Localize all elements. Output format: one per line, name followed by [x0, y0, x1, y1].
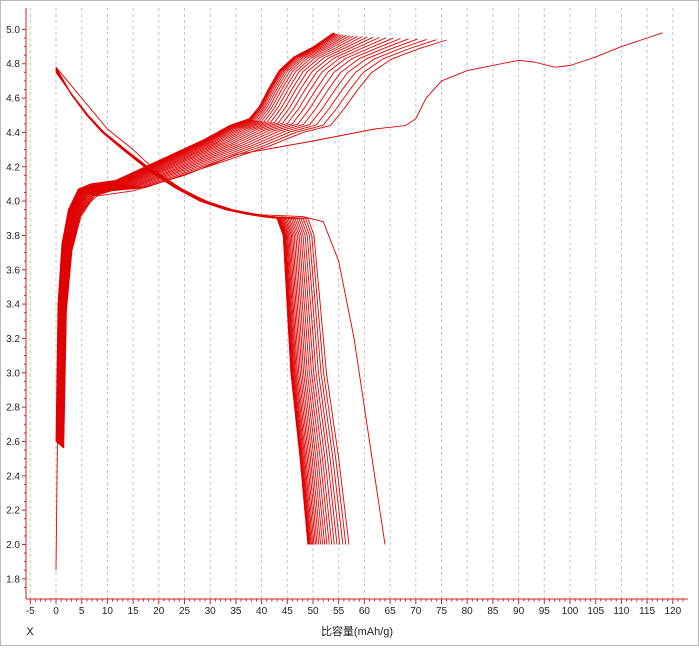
x-tick-label: 70 [410, 606, 422, 617]
x-tick-label: -5 [26, 606, 35, 617]
y-tick-label: 1.8 [6, 574, 20, 585]
charge-curve [61, 37, 394, 447]
charge-curve [57, 34, 342, 444]
x-tick-label: 30 [205, 606, 217, 617]
y-tick-label: 3.8 [6, 231, 20, 242]
y-tick-label: 2.2 [6, 506, 20, 517]
charge-curve [60, 37, 387, 447]
y-tick-label: 2.8 [6, 403, 20, 414]
x-tick-label: 115 [639, 606, 655, 617]
x-tick-label: 105 [587, 606, 604, 617]
y-tick-label: 3.2 [6, 334, 20, 345]
charge-curve [59, 35, 358, 445]
x-tick-label: 15 [128, 606, 140, 617]
charge-curve [60, 36, 374, 446]
x-tick-label: 120 [664, 606, 681, 617]
x-tick-label: 5 [79, 606, 85, 617]
y-tick-label: 3.0 [6, 368, 20, 379]
y-tick-label: 4.8 [6, 59, 20, 70]
y-tick-label: 3.6 [6, 265, 20, 276]
x-tick-label: 90 [513, 606, 525, 617]
charge-curve [58, 34, 347, 444]
y-tick-label: 4.2 [6, 162, 20, 173]
charge-curve [60, 37, 380, 447]
x-tick-label: 110 [613, 606, 629, 617]
discharge-curve [55, 72, 350, 545]
x-tick-label: 45 [282, 606, 294, 617]
y-tick-label: 5.0 [6, 25, 20, 36]
charge-curve [58, 35, 354, 445]
y-tick-label: 4.6 [6, 94, 20, 105]
x-tick-label: 80 [462, 606, 474, 617]
x-tick-label: 40 [256, 606, 268, 617]
grid-lines [29, 8, 674, 599]
charge-curve [59, 36, 363, 446]
corner-label: X [26, 626, 34, 638]
charge-curve [63, 39, 447, 449]
x-tick-label: 35 [230, 606, 242, 617]
data-curves [55, 32, 663, 571]
charge-curve [59, 36, 368, 446]
x-tick-label: 100 [562, 606, 579, 617]
charge-curve [62, 38, 418, 448]
charge-curve [62, 38, 427, 448]
y-tick-label: 2.4 [6, 471, 20, 482]
x-tick-label: 0 [53, 606, 59, 617]
axes: -5 0 5 10 15 20 25 30 35 40 45 50 55 60 65 70 75 80 85 90 95… [6, 8, 688, 617]
charge-curve [58, 35, 350, 445]
x-tick-label: 25 [179, 606, 191, 617]
x-tick-label: 75 [436, 606, 448, 617]
x-tick-label: 60 [359, 606, 371, 617]
x-axis-label: 比容量(mAh/g) [321, 624, 393, 638]
x-tick-label: 20 [153, 606, 165, 617]
x-tick-label: 50 [307, 606, 319, 617]
x-tick-label: 65 [385, 606, 397, 617]
y-tick-label: 4.0 [6, 197, 20, 208]
x-tick-label: 85 [487, 606, 499, 617]
x-tick-label: 10 [102, 606, 114, 617]
x-tick-label: 95 [539, 606, 551, 617]
charge-curve [61, 38, 409, 448]
y-tick-label: 3.4 [6, 300, 20, 311]
charge-curve [61, 38, 401, 447]
charge-curve [62, 39, 437, 449]
y-tick-label: 4.4 [6, 128, 20, 139]
y-tick-label: 2.0 [6, 540, 20, 551]
x-tick-label: 55 [333, 606, 345, 617]
y-tick-label: 2.6 [6, 437, 20, 448]
